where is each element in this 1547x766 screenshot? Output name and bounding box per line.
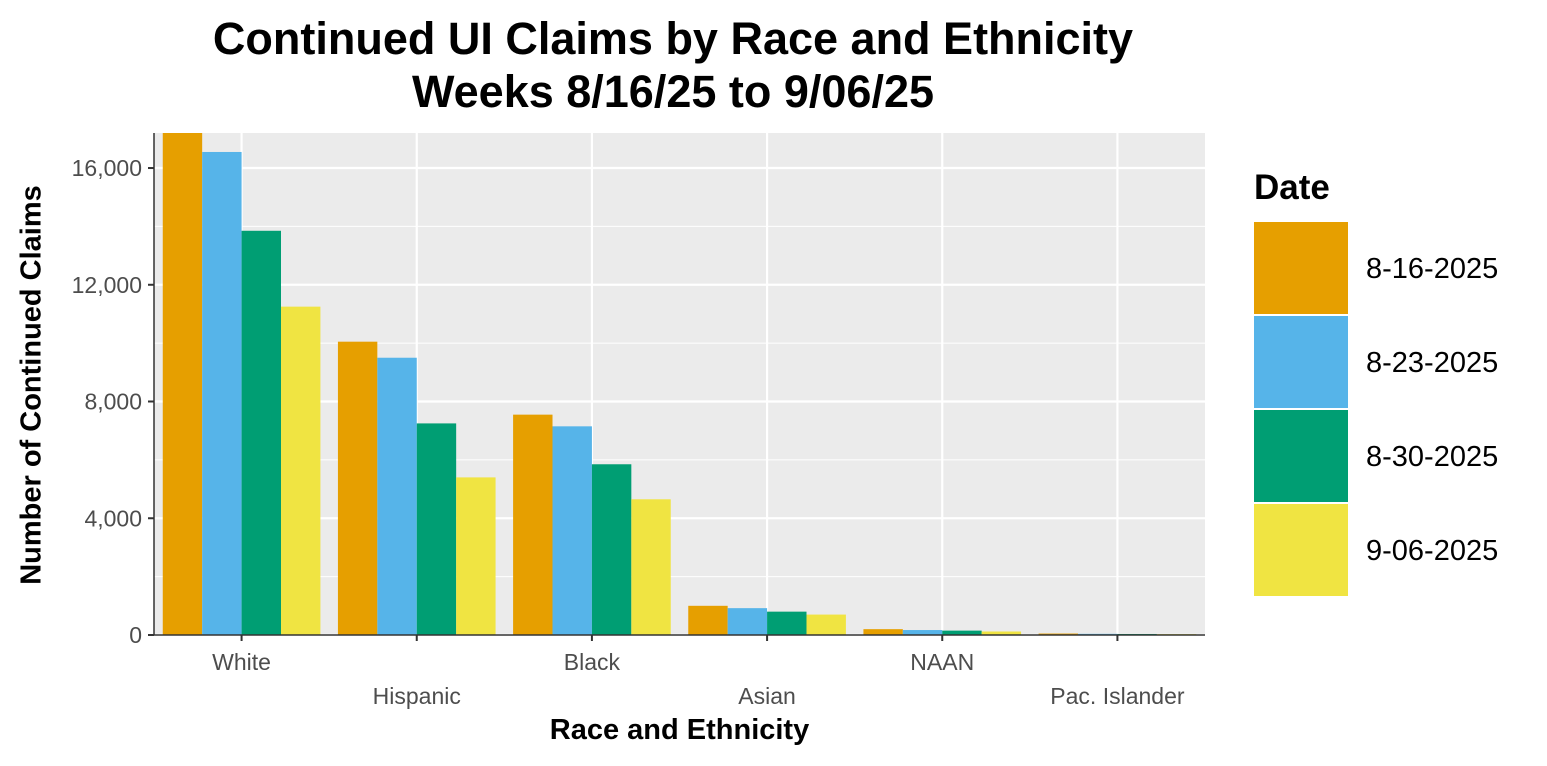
bar	[981, 631, 1022, 635]
bar	[902, 630, 943, 635]
legend-item: 9-06-2025	[1254, 504, 1498, 598]
bar	[280, 306, 321, 635]
bar	[456, 477, 496, 635]
bar	[688, 605, 728, 635]
bar	[241, 230, 281, 635]
y-tick-label: 16,000	[72, 155, 142, 181]
legend-label: 8-30-2025	[1366, 440, 1499, 473]
bar	[727, 608, 768, 635]
y-tick-label: 0	[129, 622, 142, 648]
legend-label: 8-23-2025	[1366, 346, 1499, 379]
bar	[942, 630, 982, 635]
plot-panel	[154, 133, 1205, 635]
bar	[767, 611, 807, 635]
x-tick-label: Asian	[738, 683, 796, 709]
legend: Date 8-16-2025 8-23-2025 8-30-2025 9-06-202…	[1254, 168, 1498, 598]
bar	[806, 614, 846, 635]
legend-items: 8-16-2025 8-23-2025 8-30-2025 9-06-2025	[1254, 222, 1498, 598]
bar	[591, 464, 632, 635]
bar	[337, 341, 378, 635]
bar	[513, 414, 553, 635]
x-tick-label: Hispanic	[373, 683, 461, 709]
y-tick-label: 8,000	[84, 389, 142, 415]
y-tick-label: 4,000	[84, 505, 142, 531]
chart-title-block: Continued UI Claims by Race and Ethnicit…	[0, 12, 1346, 118]
bar	[416, 423, 457, 635]
chart-subtitle: Weeks 8/16/25 to 9/06/25	[411, 66, 935, 117]
legend-item: 8-16-2025	[1254, 222, 1498, 316]
legend-key	[1254, 316, 1348, 410]
x-tick-label: NAAN	[910, 649, 974, 675]
x-tick-label: White	[212, 649, 271, 675]
legend-label: 9-06-2025	[1366, 534, 1499, 567]
x-axis-label: Race and Ethnicity	[549, 714, 810, 746]
chart-title: Continued UI Claims by Race and Ethnicit…	[212, 13, 1134, 64]
legend-item: 8-30-2025	[1254, 410, 1498, 504]
bar	[552, 426, 592, 635]
bar	[202, 151, 242, 635]
legend-label: 8-16-2025	[1366, 252, 1499, 285]
legend-key	[1254, 222, 1348, 316]
bar	[863, 629, 903, 635]
x-tick-label: Black	[564, 649, 621, 675]
legend-key	[1254, 504, 1348, 598]
bar	[162, 133, 203, 635]
bar	[377, 357, 417, 635]
legend-title: Date	[1254, 168, 1330, 207]
y-tick-label: 12,000	[72, 272, 142, 298]
bar	[631, 499, 671, 635]
x-tick-label: Pac. Islander	[1050, 683, 1185, 709]
legend-item: 8-23-2025	[1254, 316, 1498, 410]
legend-key	[1254, 410, 1348, 504]
